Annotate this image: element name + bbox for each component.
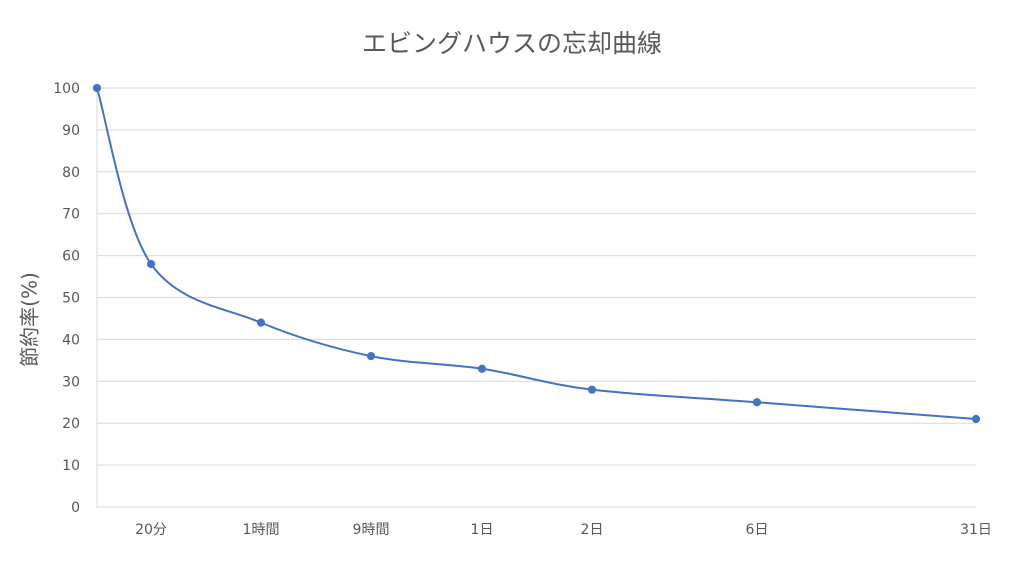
data-point xyxy=(92,83,102,93)
x-tick-label: 31日 xyxy=(960,522,992,538)
y-tick-label: 50 xyxy=(62,291,80,307)
y-tick-label: 100 xyxy=(53,81,80,97)
chart-title: エビングハウスの忘却曲線 xyxy=(361,29,662,58)
y-tick-label: 30 xyxy=(62,374,80,390)
data-point xyxy=(971,414,981,424)
data-point xyxy=(366,352,376,361)
data-point xyxy=(587,385,597,394)
y-tick-label: 10 xyxy=(62,458,80,474)
data-point xyxy=(752,398,762,407)
x-tick-label: 9時間 xyxy=(353,522,390,538)
data-point xyxy=(477,364,487,373)
x-tick-label: 2日 xyxy=(581,522,604,538)
y-tick-label: 70 xyxy=(62,207,80,223)
y-tick-label: 0 xyxy=(71,500,80,516)
y-tick-label: 20 xyxy=(62,416,80,432)
series-line xyxy=(96,87,977,421)
y-tick-label: 60 xyxy=(62,249,80,265)
data-point xyxy=(256,318,266,327)
x-tick-label: 1日 xyxy=(471,522,494,538)
y-tick-label: 80 xyxy=(62,165,80,181)
x-tick-label: 20分 xyxy=(135,522,167,538)
x-tick-label: 6日 xyxy=(746,522,769,538)
y-tick-label: 90 xyxy=(62,123,80,139)
y-tick-label: 40 xyxy=(62,332,80,348)
data-point xyxy=(146,259,156,269)
x-tick-label: 1時間 xyxy=(243,522,280,538)
